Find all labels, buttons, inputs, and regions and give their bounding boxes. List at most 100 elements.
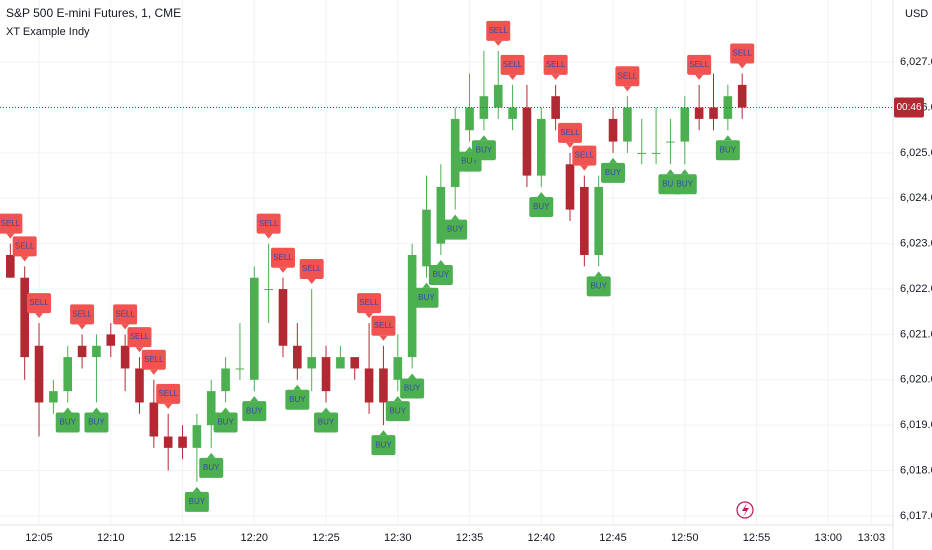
buy-label-box	[471, 140, 496, 161]
x-tick-label: 12:50	[671, 532, 699, 544]
buy-signal: BUY	[371, 430, 396, 456]
sell-label-box	[27, 293, 52, 314]
indicator-name: XT Example Indy	[6, 26, 90, 38]
buy-signal: BUY	[672, 169, 697, 195]
sell-label: SELL	[488, 26, 508, 35]
buy-signal: BUY	[400, 373, 425, 399]
candle-body	[49, 391, 58, 403]
buy-label: BUY	[375, 440, 392, 449]
buy-label-pointer	[192, 486, 201, 492]
candle-body	[120, 345, 130, 369]
sell-signal: SELL	[500, 54, 525, 80]
sell-signal: SELL	[141, 349, 166, 375]
buy-label-pointer	[322, 407, 331, 413]
x-tick-label: 12:10	[97, 532, 125, 544]
candle-body	[608, 118, 618, 142]
candle-body	[450, 118, 460, 187]
candle-body	[20, 277, 29, 358]
sell-label-pointer	[264, 233, 273, 239]
candle-body	[350, 357, 360, 369]
candle-body	[307, 357, 316, 369]
candle-body	[651, 152, 661, 154]
sell-label-pointer	[695, 74, 704, 80]
buy-label-pointer	[379, 430, 388, 436]
sell-label: SELL	[302, 264, 322, 273]
y-tick-label: 6,022.00	[900, 283, 932, 295]
sell-label: SELL	[115, 310, 135, 319]
sell-label: SELL	[158, 389, 178, 398]
sell-signal: SELL	[371, 315, 396, 341]
buy-label: BUY	[217, 418, 234, 427]
sell-label: SELL	[575, 151, 595, 160]
buy-label-box	[184, 491, 209, 512]
sell-label-pointer	[35, 313, 44, 319]
buy-label: BUY	[461, 157, 478, 166]
buy-label-pointer	[422, 282, 431, 288]
y-tick-label: 6,025.00	[900, 147, 932, 159]
candle-body	[709, 107, 718, 119]
sell-label-box	[572, 145, 597, 166]
sell-label-box	[357, 293, 382, 314]
candle-body	[149, 402, 159, 437]
sell-label-box	[299, 259, 324, 280]
candle-body	[723, 96, 733, 119]
buy-signal: BUY	[184, 486, 209, 512]
buy-label-box	[601, 162, 626, 183]
sell-label-box	[615, 66, 640, 87]
buy-label-pointer	[680, 169, 689, 175]
candle-body	[594, 186, 603, 256]
sell-signal: SELL	[486, 20, 511, 46]
sell-label-pointer	[623, 86, 632, 92]
candle-body	[364, 368, 374, 403]
sell-label-pointer	[278, 267, 287, 273]
buy-label: BUY	[88, 418, 105, 427]
y-tick-label: 6,020.00	[900, 374, 932, 386]
buy-label-box	[199, 457, 224, 478]
sell-label-pointer	[164, 403, 173, 409]
x-tick-label: 12:25	[312, 532, 340, 544]
buy-label-pointer	[408, 373, 417, 379]
candle-body	[106, 334, 116, 346]
chart-title: S&P 500 E-mini Futures, 1, CME	[6, 6, 181, 20]
buy-label: BUY	[677, 179, 694, 188]
buy-signal: BUY	[385, 396, 410, 422]
candle-body	[206, 391, 216, 426]
buy-signal: BUY	[443, 214, 468, 240]
sell-signal: SELL	[0, 213, 23, 239]
sell-label-pointer	[379, 335, 388, 341]
sell-signal: SELL	[730, 43, 755, 69]
sell-label-box	[270, 247, 295, 268]
buy-label-box	[213, 412, 238, 433]
buy-label-box	[285, 389, 310, 410]
buy-signal: BUY	[213, 407, 238, 433]
buy-label: BUY	[60, 418, 77, 427]
x-tick-label: 12:55	[743, 532, 771, 544]
x-tick-label: 12:05	[25, 532, 53, 544]
candle-body	[77, 345, 87, 358]
buy-signal: BUY	[529, 191, 554, 217]
buy-label-box	[586, 276, 611, 297]
candle-body	[666, 141, 675, 143]
sell-label-box	[687, 54, 712, 75]
sell-label: SELL	[259, 219, 279, 228]
buy-label: BUY	[203, 463, 220, 472]
sell-label-box	[113, 304, 138, 325]
sell-signal: SELL	[557, 122, 582, 148]
sell-label-pointer	[149, 369, 158, 375]
countdown-box	[894, 97, 924, 118]
y-tick-label: 6,019.00	[900, 419, 932, 431]
buy-label: BUY	[289, 395, 306, 404]
buy-label-pointer	[207, 452, 216, 458]
buy-label-pointer	[393, 396, 402, 402]
candle-body	[493, 84, 503, 108]
candle-body	[522, 107, 532, 176]
candle-body	[63, 357, 73, 392]
buy-label-box	[529, 196, 554, 217]
buy-signal: BUY	[55, 407, 80, 433]
candle-body	[465, 107, 474, 131]
sell-label-box	[156, 383, 181, 404]
y-tick-label: 6,021.00	[900, 328, 932, 340]
buy-label: BUY	[418, 293, 435, 302]
